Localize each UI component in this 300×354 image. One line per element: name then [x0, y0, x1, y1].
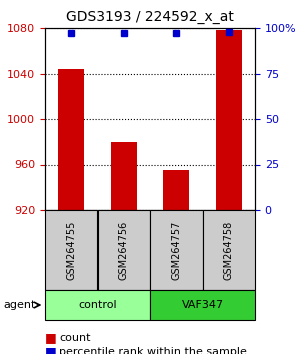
Text: percentile rank within the sample: percentile rank within the sample: [59, 347, 247, 354]
Text: GSM264756: GSM264756: [119, 221, 129, 280]
Text: count: count: [59, 333, 91, 343]
Text: ■: ■: [45, 331, 57, 344]
Text: GSM264755: GSM264755: [66, 220, 76, 280]
Text: VAF347: VAF347: [182, 300, 224, 310]
Bar: [216, 30, 242, 210]
Text: agent: agent: [3, 300, 35, 310]
Bar: [163, 170, 189, 210]
Text: GSM264757: GSM264757: [171, 220, 181, 280]
Text: ■: ■: [45, 346, 57, 354]
Bar: [111, 142, 137, 210]
Text: control: control: [78, 300, 117, 310]
Text: GDS3193 / 224592_x_at: GDS3193 / 224592_x_at: [66, 10, 234, 24]
Bar: [58, 69, 84, 210]
Text: GSM264758: GSM264758: [224, 221, 234, 280]
